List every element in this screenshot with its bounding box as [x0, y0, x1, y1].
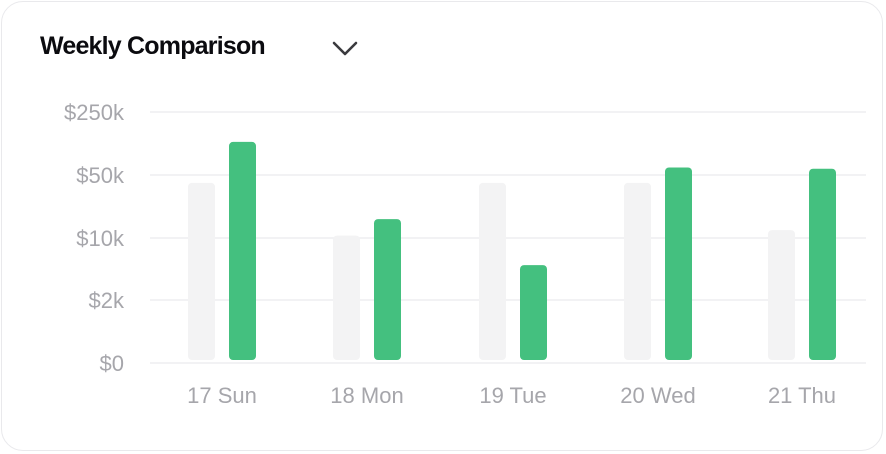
bar-current-week[interactable]	[520, 265, 547, 360]
x-tick-label: 21 Thu	[768, 383, 836, 408]
y-tick-label: $10k	[76, 226, 125, 251]
bar-previous-week[interactable]	[479, 182, 506, 360]
y-tick-label: $2k	[89, 288, 125, 313]
bar-current-week[interactable]	[665, 167, 692, 360]
bar-current-week[interactable]	[809, 168, 836, 360]
chevron-down-icon[interactable]	[330, 38, 360, 62]
y-tick-label: $250k	[64, 100, 125, 125]
bar-previous-week[interactable]	[333, 235, 360, 360]
bar-current-week[interactable]	[374, 219, 401, 360]
bar-current-week[interactable]	[229, 141, 256, 360]
y-tick-label: $0	[100, 351, 124, 376]
x-tick-label: 19 Tue	[479, 383, 546, 408]
x-tick-label: 20 Wed	[620, 383, 695, 408]
bar-previous-week[interactable]	[768, 230, 795, 360]
x-tick-label: 18 Mon	[330, 383, 403, 408]
chart-title: Weekly Comparison	[40, 32, 266, 60]
bar-previous-week[interactable]	[624, 182, 651, 360]
y-tick-label: $50k	[76, 163, 125, 188]
bar-previous-week[interactable]	[188, 182, 215, 360]
x-tick-label: 17 Sun	[187, 383, 257, 408]
